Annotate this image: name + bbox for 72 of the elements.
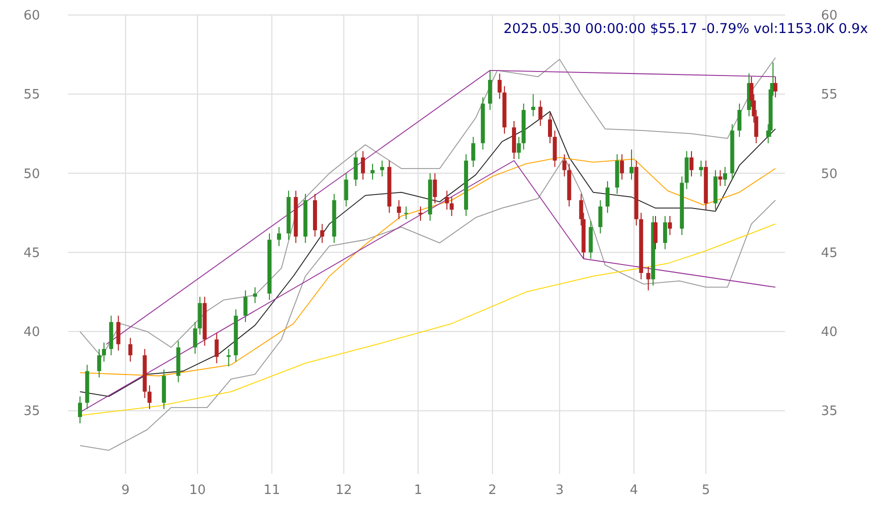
candlestick	[689, 150, 694, 177]
candlestick	[214, 332, 219, 364]
candlestick	[253, 286, 258, 304]
y-tick-label: 45	[23, 246, 40, 261]
candlestick	[320, 223, 324, 244]
candlestick	[354, 150, 358, 186]
candlestick	[418, 206, 423, 222]
candlestick	[471, 136, 476, 168]
line-series	[80, 157, 776, 376]
candlestick	[488, 70, 492, 110]
y-tick-label: 35	[23, 404, 40, 420]
candlestick	[277, 226, 282, 247]
candlestick	[654, 216, 658, 250]
candlestick	[718, 170, 722, 186]
candlestick	[396, 200, 401, 220]
candlestick	[404, 206, 408, 220]
candlestick	[444, 190, 449, 210]
candlestick	[450, 196, 454, 217]
candlestick	[668, 216, 672, 236]
candlestick	[97, 348, 102, 378]
y2-tick-label: 60	[821, 8, 838, 24]
y2-tick-label: 40	[821, 325, 838, 340]
x-tick-label: 2	[488, 483, 497, 498]
candlestick	[102, 342, 106, 362]
text: 2025.05.30 00:00:00 $55.17 -0.79% vol:1153.0K 0.9x	[504, 21, 868, 37]
candlestick	[723, 166, 728, 186]
candlestick	[737, 103, 742, 138]
y-tick-label: 60	[23, 8, 40, 24]
x-tick-label: 5	[702, 483, 710, 498]
candlestick	[516, 136, 521, 160]
y2-tick-label: 45	[821, 246, 838, 261]
candlestick	[606, 180, 610, 214]
candlestick	[148, 384, 152, 410]
y-tick-label: 40	[23, 325, 40, 340]
candlestick	[432, 172, 437, 204]
candlestick	[562, 154, 566, 177]
y2-tick-label: 50	[821, 166, 838, 182]
x-tick-label: 12	[335, 483, 352, 498]
candlestick	[116, 315, 120, 352]
candlestick	[193, 322, 198, 354]
y2-tick-label: 35	[821, 404, 838, 420]
candlestick	[630, 149, 634, 180]
candlestick	[538, 100, 542, 126]
y-tick-label: 55	[23, 88, 40, 103]
candlestick	[243, 290, 248, 323]
x-tick-label: 9	[121, 483, 130, 498]
x-tick-label: 1	[414, 483, 422, 498]
candlestick	[646, 266, 650, 291]
candlestick	[226, 348, 231, 367]
candlestick	[598, 200, 602, 234]
candlestick	[128, 337, 132, 362]
candlestick	[380, 160, 384, 177]
line-series	[80, 111, 776, 397]
candlestick	[360, 150, 365, 180]
candlestick	[498, 73, 502, 100]
y-tick-label: 50	[23, 166, 40, 182]
y2-tick-label: 55	[821, 88, 838, 103]
candlestick	[663, 216, 668, 250]
candlestick	[620, 154, 624, 180]
candlestick	[773, 76, 778, 98]
candlestick	[699, 160, 704, 177]
x-tick-label: 3	[555, 483, 564, 498]
candlestick	[78, 396, 82, 424]
x-tick-label: 11	[264, 483, 280, 498]
candlestick	[548, 112, 552, 144]
candlestick	[552, 130, 557, 168]
x-tick-label: 4	[630, 483, 638, 498]
x-tick-label: 10	[189, 483, 206, 498]
candlestick	[370, 163, 375, 180]
candlestick	[344, 172, 348, 208]
candlestick	[531, 94, 536, 117]
line-series	[80, 223, 776, 416]
